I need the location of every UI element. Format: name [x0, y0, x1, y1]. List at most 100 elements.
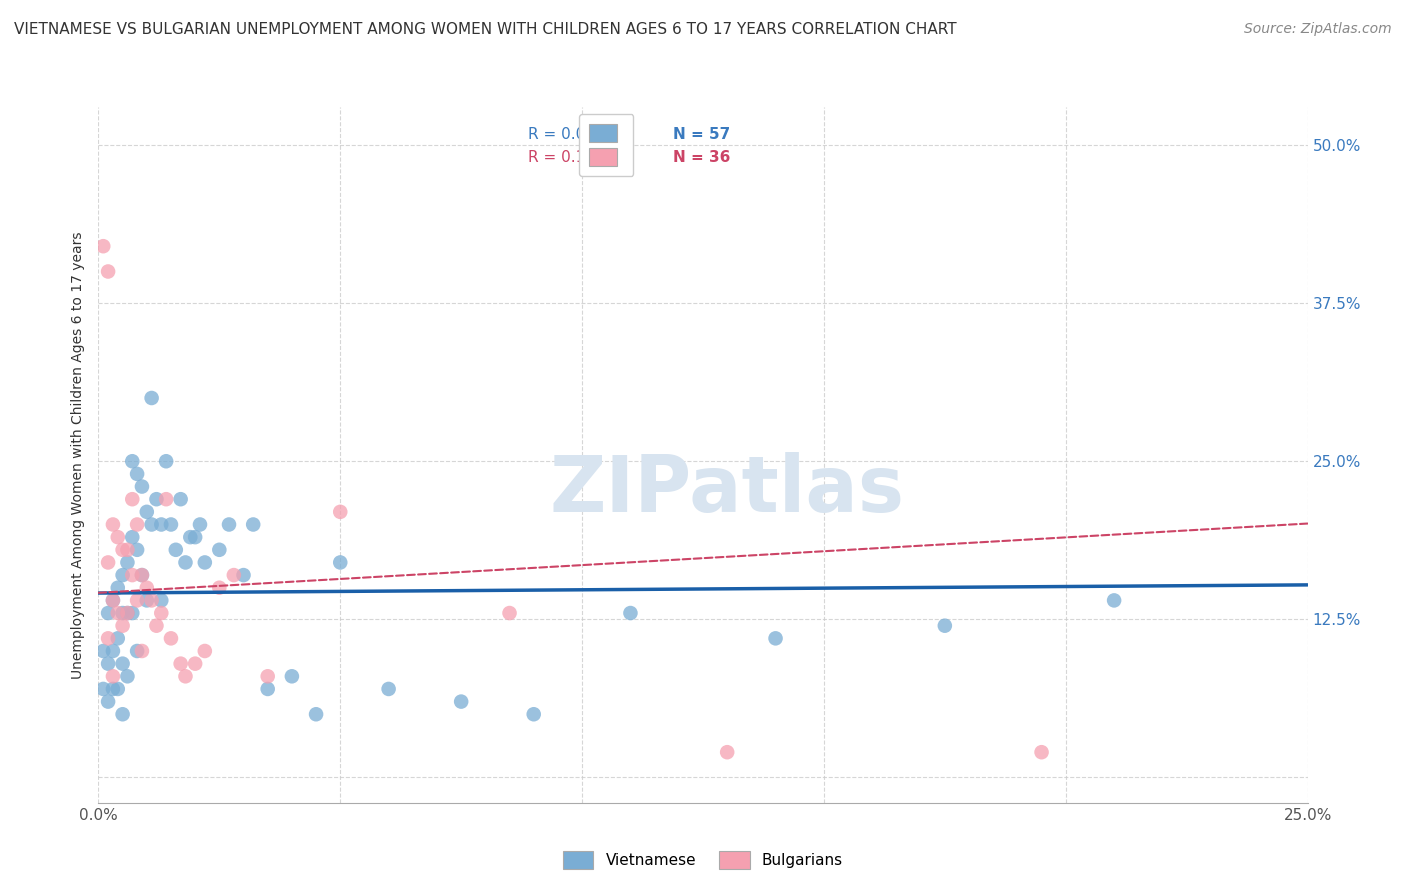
Point: [91, 239, 114, 253]
Point: [145, 492, 167, 507]
Point: [174, 669, 197, 683]
Point: [523, 707, 546, 722]
Point: [232, 568, 254, 582]
Point: [121, 568, 143, 582]
Point: [174, 556, 197, 570]
Point: [91, 681, 114, 696]
Point: [101, 681, 124, 696]
Text: N = 57: N = 57: [673, 128, 730, 143]
Point: [1031, 745, 1053, 759]
Y-axis label: Unemployment Among Women with Children Ages 6 to 17 years: Unemployment Among Women with Children A…: [72, 231, 86, 679]
Text: R = 0.018: R = 0.018: [527, 128, 605, 143]
Point: [117, 669, 139, 683]
Point: [135, 581, 157, 595]
Point: [242, 517, 264, 532]
Text: R = 0.106: R = 0.106: [527, 150, 605, 165]
Text: N = 36: N = 36: [673, 150, 730, 165]
Text: ZIPatlas: ZIPatlas: [550, 451, 904, 528]
Point: [107, 632, 129, 646]
Point: [121, 530, 143, 544]
Point: [208, 542, 231, 557]
Point: [141, 593, 163, 607]
Point: [107, 681, 129, 696]
Point: [208, 581, 231, 595]
Point: [101, 669, 124, 683]
Point: [450, 695, 472, 709]
Point: [305, 707, 328, 722]
Legend: , : ,: [579, 114, 633, 176]
Point: [127, 542, 149, 557]
Point: [1102, 593, 1125, 607]
Point: [222, 568, 245, 582]
Point: [619, 606, 641, 620]
Point: [111, 606, 134, 620]
Point: [127, 644, 149, 658]
Text: VIETNAMESE VS BULGARIAN UNEMPLOYMENT AMONG WOMEN WITH CHILDREN AGES 6 TO 17 YEAR: VIETNAMESE VS BULGARIAN UNEMPLOYMENT AMO…: [14, 22, 956, 37]
Point: [131, 479, 153, 493]
Point: [117, 542, 139, 557]
Point: [934, 618, 956, 632]
Point: [184, 657, 207, 671]
Point: [121, 454, 143, 468]
Point: [107, 581, 129, 595]
Point: [117, 606, 139, 620]
Point: [155, 454, 177, 468]
Point: [91, 644, 114, 658]
Legend: Vietnamese, Bulgarians: Vietnamese, Bulgarians: [557, 845, 849, 875]
Point: [169, 492, 191, 507]
Point: [179, 530, 201, 544]
Point: [107, 606, 129, 620]
Point: [716, 745, 738, 759]
Point: [111, 542, 134, 557]
Point: [131, 568, 153, 582]
Point: [765, 632, 787, 646]
Point: [165, 542, 187, 557]
Point: [184, 530, 207, 544]
Point: [145, 618, 167, 632]
Point: [150, 517, 173, 532]
Point: [107, 530, 129, 544]
Point: [194, 556, 217, 570]
Point: [150, 593, 173, 607]
Point: [97, 606, 120, 620]
Point: [160, 517, 183, 532]
Point: [101, 593, 124, 607]
Point: [135, 505, 157, 519]
Point: [111, 618, 134, 632]
Point: [281, 669, 304, 683]
Point: [131, 568, 153, 582]
Point: [101, 593, 124, 607]
Point: [194, 644, 217, 658]
Point: [256, 669, 278, 683]
Point: [498, 606, 520, 620]
Point: [256, 681, 278, 696]
Point: [97, 632, 120, 646]
Point: [101, 644, 124, 658]
Point: [117, 556, 139, 570]
Point: [127, 467, 149, 481]
Text: Source: ZipAtlas.com: Source: ZipAtlas.com: [1244, 22, 1392, 37]
Point: [155, 492, 177, 507]
Point: [131, 644, 153, 658]
Point: [117, 606, 139, 620]
Point: [127, 593, 149, 607]
Point: [169, 657, 191, 671]
Point: [97, 556, 120, 570]
Point: [97, 657, 120, 671]
Point: [111, 657, 134, 671]
Point: [141, 517, 163, 532]
Point: [329, 556, 352, 570]
Point: [150, 606, 173, 620]
Point: [111, 707, 134, 722]
Point: [121, 492, 143, 507]
Point: [141, 391, 163, 405]
Point: [97, 695, 120, 709]
Point: [97, 264, 120, 278]
Point: [127, 517, 149, 532]
Point: [121, 606, 143, 620]
Point: [135, 593, 157, 607]
Point: [218, 517, 240, 532]
Point: [160, 632, 183, 646]
Point: [377, 681, 399, 696]
Point: [111, 568, 134, 582]
